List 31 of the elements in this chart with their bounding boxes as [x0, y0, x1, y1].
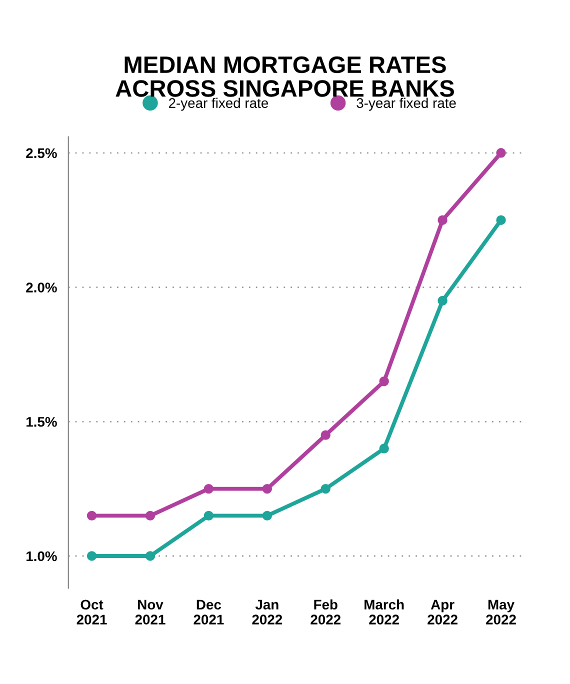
- point: [438, 296, 448, 306]
- point: [320, 484, 330, 494]
- x-tick-label: May 2022: [486, 600, 516, 625]
- point: [204, 510, 214, 521]
- legend-label: 2-year fixed rate: [168, 98, 268, 111]
- y-tick-label: 2.5%: [26, 148, 57, 158]
- legend-label: 3-year fixed rate: [356, 98, 456, 111]
- point: [86, 551, 97, 561]
- point: [320, 430, 330, 440]
- y-tick-label: 1.0%: [26, 551, 57, 562]
- x-tick-label: March 2022: [364, 599, 404, 625]
- chart-title: MEDIAN MORTGAGE RATES ACROSS SINGAPORE BANKS: [116, 56, 454, 97]
- x-tick-label: Oct 2021: [76, 600, 107, 625]
- point: [496, 148, 506, 158]
- x-tick-label: Nov 2021: [135, 600, 166, 625]
- x-tick-label: Dec 2021: [194, 600, 224, 625]
- point: [145, 510, 156, 521]
- point: [379, 376, 389, 386]
- point: [86, 510, 97, 521]
- point: [496, 215, 506, 225]
- y-tick-label: 2.0%: [26, 282, 57, 292]
- point: [145, 551, 156, 561]
- y-tick-label: 1.5%: [26, 417, 57, 427]
- point: [262, 510, 272, 521]
- point: [379, 444, 389, 454]
- point: [262, 484, 272, 494]
- x-tick-label: Apr 2022: [428, 600, 458, 625]
- point: [438, 215, 448, 225]
- x-tick-label: Feb 2022: [310, 599, 341, 625]
- point: [204, 484, 214, 494]
- x-tick-label: Jan 2022: [252, 600, 282, 625]
